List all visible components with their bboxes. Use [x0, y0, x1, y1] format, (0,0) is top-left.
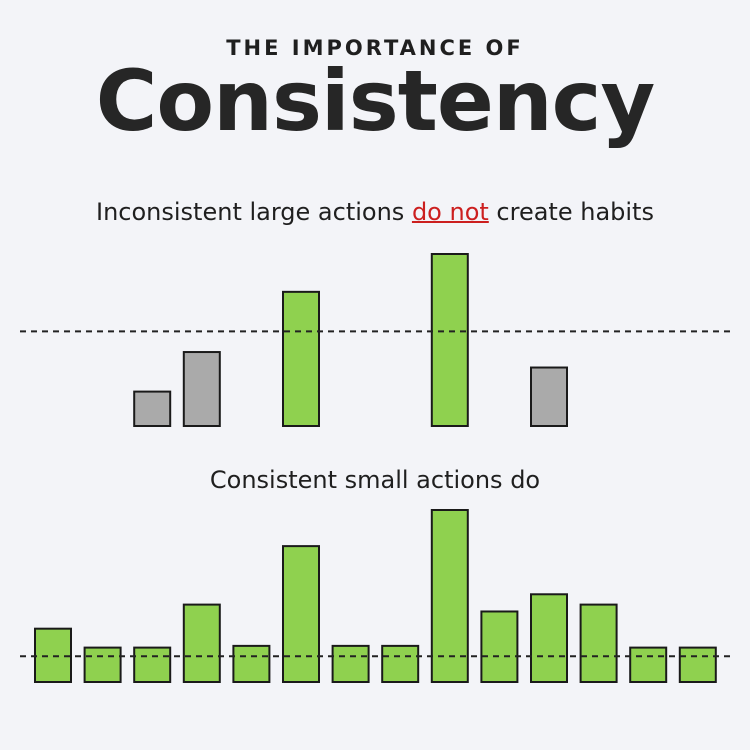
top-bar-4 — [430, 253, 469, 427]
bottom-bar-10 — [480, 610, 519, 683]
bottom-bar-13 — [629, 646, 668, 684]
bottom-chart-heading: Consistent small actions do — [209, 466, 541, 494]
bottom-bar-3 — [133, 646, 172, 684]
bottom-bar-4 — [182, 603, 221, 683]
top-chart-heading: Inconsistent large actions do not create… — [0, 198, 750, 226]
page-title: Consistency — [95, 52, 655, 150]
top-heading-post: create habits — [488, 198, 654, 226]
bottom-bar-5 — [232, 644, 271, 684]
top-bar-1 — [133, 390, 172, 428]
bottom-bar-9 — [430, 509, 469, 683]
top-heading-pre: Inconsistent large actions — [96, 198, 412, 226]
top-bar-5 — [530, 366, 568, 427]
inconsistent-actions-chart — [20, 253, 732, 428]
bottom-bar-8 — [381, 644, 420, 684]
bottom-bar-11 — [530, 593, 568, 683]
bottom-bar-7 — [331, 644, 370, 684]
bottom-bar-12 — [579, 603, 618, 683]
bottom-bar-6 — [282, 545, 320, 684]
consistent-actions-chart — [20, 509, 732, 684]
top-bar-2 — [182, 351, 221, 427]
bottom-bar-14 — [678, 646, 717, 684]
top-heading-emphasis: do not — [411, 198, 489, 226]
title-kicker: THE IMPORTANCE OF — [226, 36, 524, 60]
bottom-bar-2 — [83, 646, 122, 684]
top-bar-3 — [282, 290, 320, 428]
